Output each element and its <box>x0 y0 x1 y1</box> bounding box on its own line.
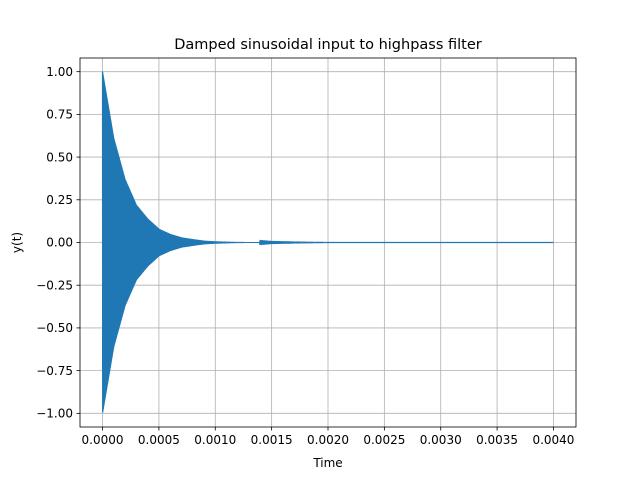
x-tick-label: 0.0010 <box>194 433 236 447</box>
y-tick-label: 0.25 <box>46 193 73 207</box>
x-tick-label: 0.0015 <box>251 433 293 447</box>
x-tick-label: 0.0035 <box>476 433 518 447</box>
plot-area <box>101 71 554 413</box>
y-tick-label: −0.75 <box>36 364 73 378</box>
y-tick-label: −0.25 <box>36 278 73 292</box>
x-axis: 0.0000 0.0005 0.0010 0.0015 0.0020 0.0025 0.00… <box>82 427 574 447</box>
y-tick-label: 0.75 <box>46 108 73 122</box>
y-tick-label: 1.00 <box>46 65 73 79</box>
x-tick-label: 0.0020 <box>307 433 349 447</box>
y-axis: −1.00 −0.75 −0.50 −0.25 0.00 0.25 0.50 0.75 1.00 <box>36 65 80 421</box>
y-tick-label: −1.00 <box>36 407 73 421</box>
y-tick-label: −0.50 <box>36 321 73 335</box>
x-tick-label: 0.0030 <box>420 433 462 447</box>
y-tick-label: 0.00 <box>46 236 73 250</box>
x-tick-label: 0.0005 <box>138 433 180 447</box>
x-tick-label: 0.0040 <box>532 433 574 447</box>
x-tick-label: 0.0025 <box>363 433 405 447</box>
x-axis-label: Time <box>312 456 342 470</box>
y-tick-label: 0.50 <box>46 150 73 164</box>
y-axis-label: y(t) <box>10 232 24 253</box>
chart-title: Damped sinusoidal input to highpass filt… <box>174 37 482 53</box>
x-tick-label: 0.0000 <box>82 433 124 447</box>
series-line <box>101 71 554 413</box>
